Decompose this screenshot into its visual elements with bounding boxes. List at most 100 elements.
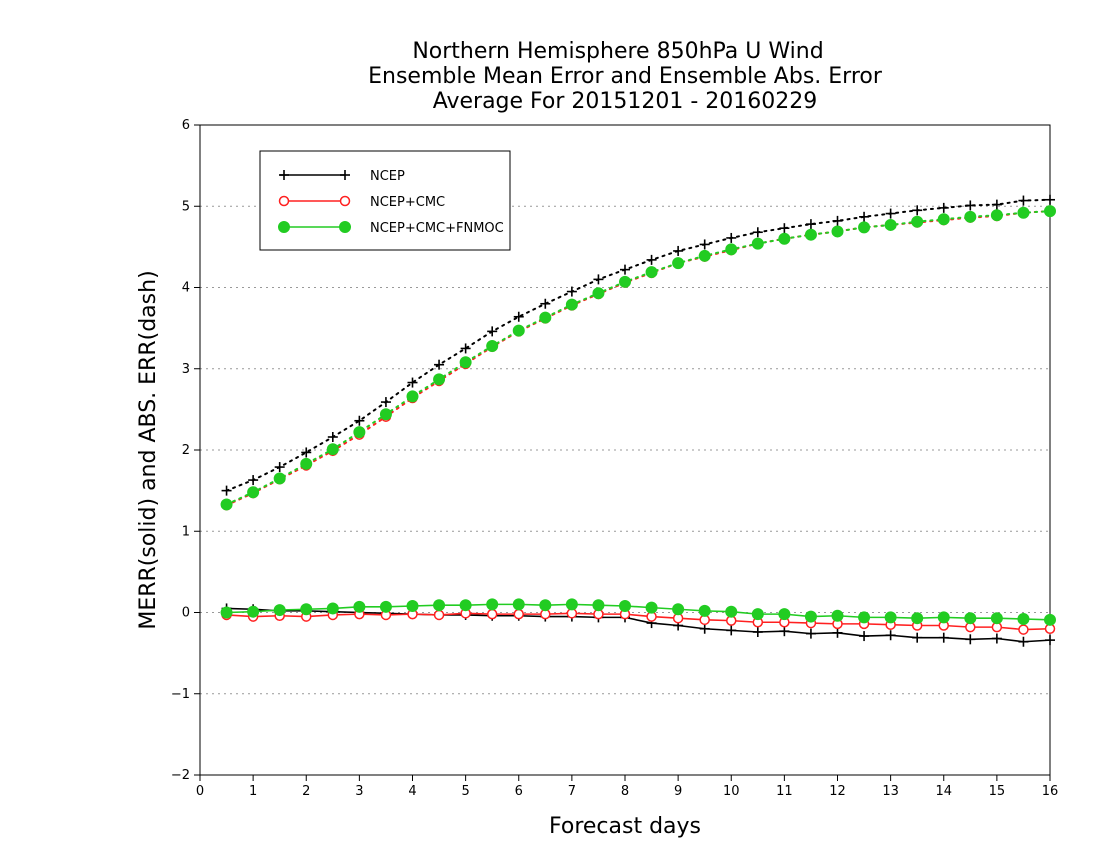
abs-err-point-ncep-cmc-fnmoc — [326, 443, 339, 456]
abs-err-point-ncep-cmc-fnmoc — [300, 457, 313, 470]
abs-err-point-ncep-cmc-fnmoc — [672, 257, 685, 270]
merr-point-ncep-cmc-fnmoc — [406, 600, 419, 612]
abs-err-point-ncep — [354, 415, 365, 426]
x-tick-label: 13 — [882, 784, 899, 799]
x-tick-label: 7 — [568, 784, 576, 799]
x-tick-label: 15 — [989, 784, 1006, 799]
abs-err-point-ncep-cmc-fnmoc — [220, 498, 233, 511]
abs-err-point-ncep — [566, 286, 577, 297]
abs-err-point-ncep — [540, 298, 551, 309]
merr-point-ncep-cmc-fnmoc — [937, 611, 950, 624]
merr-point-ncep-cmc-fnmoc — [858, 611, 871, 624]
merr-point-ncep-cmc-fnmoc — [751, 608, 764, 621]
abs-err-point-ncep — [965, 200, 976, 211]
chart-title: Northern Hemisphere 850hPa U Wind Ensemb… — [368, 39, 883, 114]
merr-point-ncep-cmc-fnmoc — [645, 601, 658, 614]
legend-marker — [340, 170, 350, 180]
x-tick-label: 6 — [515, 784, 523, 799]
abs-err-point-ncep-cmc-fnmoc — [592, 287, 605, 300]
merr-point-ncep-cmc-fnmoc — [539, 599, 552, 612]
x-tick-label: 1 — [249, 784, 257, 799]
x-tick-label: 8 — [621, 784, 629, 799]
legend-label: NCEP+CMC+FNMOC — [370, 221, 504, 236]
abs-err-point-ncep-cmc-fnmoc — [1017, 206, 1030, 219]
legend-marker — [339, 195, 351, 207]
merr-point-ncep-cmc-fnmoc — [220, 606, 233, 619]
abs-err-point-ncep — [460, 343, 471, 354]
merr-point-ncep — [779, 626, 790, 637]
abs-err-point-ncep — [752, 227, 763, 238]
merr-point-ncep-cmc-fnmoc — [990, 612, 1003, 625]
abs-err-point-ncep — [805, 219, 816, 230]
legend-item-ncep-cmc: NCEP+CMC — [278, 195, 445, 210]
merr-point-ncep — [912, 632, 923, 643]
legend: NCEP NCEP+CMC NCEP+CMC+FNMOC — [259, 150, 511, 251]
y-tick-label: 4 — [182, 281, 190, 296]
merr-point-ncep-cmc-fnmoc — [831, 609, 844, 622]
abs-err-point-ncep-cmc-fnmoc — [964, 210, 977, 223]
merr-point-ncep-cmc-fnmoc — [804, 610, 817, 623]
abs-err-point-ncep-cmc-fnmoc — [990, 209, 1003, 222]
merr-point-ncep-cmc-fnmoc — [379, 600, 392, 613]
merr-point-ncep — [885, 630, 896, 641]
merr-point-ncep-cmc-fnmoc — [1044, 613, 1056, 626]
y-tick-label: 6 — [182, 118, 190, 133]
abs-err-point-ncep-cmc-fnmoc — [406, 390, 419, 403]
merr-point-ncep-cmc-fnmoc — [433, 599, 446, 612]
x-tick-label: 4 — [408, 784, 416, 799]
merr-point-ncep-cmc-fnmoc — [778, 608, 791, 621]
x-tick-label: 3 — [355, 784, 363, 799]
abs-err-point-ncep — [380, 397, 391, 408]
merr-point-ncep-cmc-fnmoc — [486, 598, 499, 611]
abs-err-point-ncep — [274, 462, 285, 473]
y-axis-label: MERR(solid) and ABS. ERR(dash) — [136, 270, 161, 629]
abs-err-point-ncep — [301, 447, 312, 458]
abs-err-point-ncep-cmc-fnmoc — [512, 324, 525, 337]
series-ncep-cmc-fnmoc — [220, 205, 1056, 626]
abs-err-point-ncep-cmc-fnmoc — [353, 426, 366, 439]
abs-err-point-ncep-cmc-fnmoc — [379, 408, 392, 421]
abs-err-point-ncep-cmc-fnmoc — [937, 213, 950, 226]
merr-point-ncep-cmc-fnmoc — [512, 598, 525, 611]
y-tick-label: 0 — [182, 606, 190, 621]
x-axis-label: Forecast days — [549, 814, 701, 839]
y-tick-label: 3 — [182, 362, 190, 377]
abs-err-point-ncep-cmc-fnmoc — [1044, 205, 1056, 218]
chart-title-line-3: Average For 20151201 - 20160229 — [433, 89, 818, 114]
merr-point-ncep-cmc-fnmoc — [326, 602, 339, 615]
x-tick-label: 2 — [302, 784, 310, 799]
merr-point-ncep-cmc — [433, 609, 445, 621]
y-tick-label: 1 — [182, 524, 190, 539]
abs-err-point-ncep-cmc-fnmoc — [459, 356, 472, 369]
abs-err-point-ncep — [779, 223, 790, 234]
legend-marker — [278, 221, 290, 233]
merr-point-ncep-cmc-fnmoc — [672, 603, 685, 616]
y-tick-label: 2 — [182, 443, 190, 458]
merr-point-ncep-cmc — [1018, 624, 1029, 635]
chart-title-line-2: Ensemble Mean Error and Ensemble Abs. Er… — [368, 64, 883, 89]
merr-point-ncep-cmc-fnmoc — [353, 600, 366, 613]
abs-err-point-ncep — [938, 202, 949, 213]
abs-err-point-ncep — [513, 311, 524, 322]
abs-err-point-ncep-cmc-fnmoc — [619, 275, 631, 288]
x-tick-label: 0 — [196, 784, 204, 799]
abs-err-point-ncep-cmc-fnmoc — [645, 266, 658, 279]
abs-err-point-ncep-cmc-fnmoc — [273, 472, 286, 485]
legend-marker — [279, 170, 289, 180]
abs-err-point-ncep — [593, 274, 604, 285]
merr-point-ncep-cmc-fnmoc — [300, 603, 313, 616]
merr-point-ncep — [1045, 635, 1055, 646]
merr-point-ncep — [859, 631, 870, 642]
abs-err-point-ncep — [407, 377, 418, 388]
abs-err-point-ncep-cmc-fnmoc — [433, 373, 446, 386]
abs-err-point-ncep — [699, 239, 710, 250]
abs-err-point-ncep — [1045, 194, 1055, 205]
merr-point-ncep-cmc-fnmoc — [911, 612, 924, 625]
abs-err-point-ncep — [646, 254, 657, 265]
merr-point-ncep-cmc-fnmoc — [1017, 613, 1030, 625]
abs-err-point-ncep-cmc-fnmoc — [804, 228, 817, 241]
legend-label: NCEP — [370, 169, 405, 184]
abs-err-point-ncep-cmc-fnmoc — [911, 215, 924, 228]
